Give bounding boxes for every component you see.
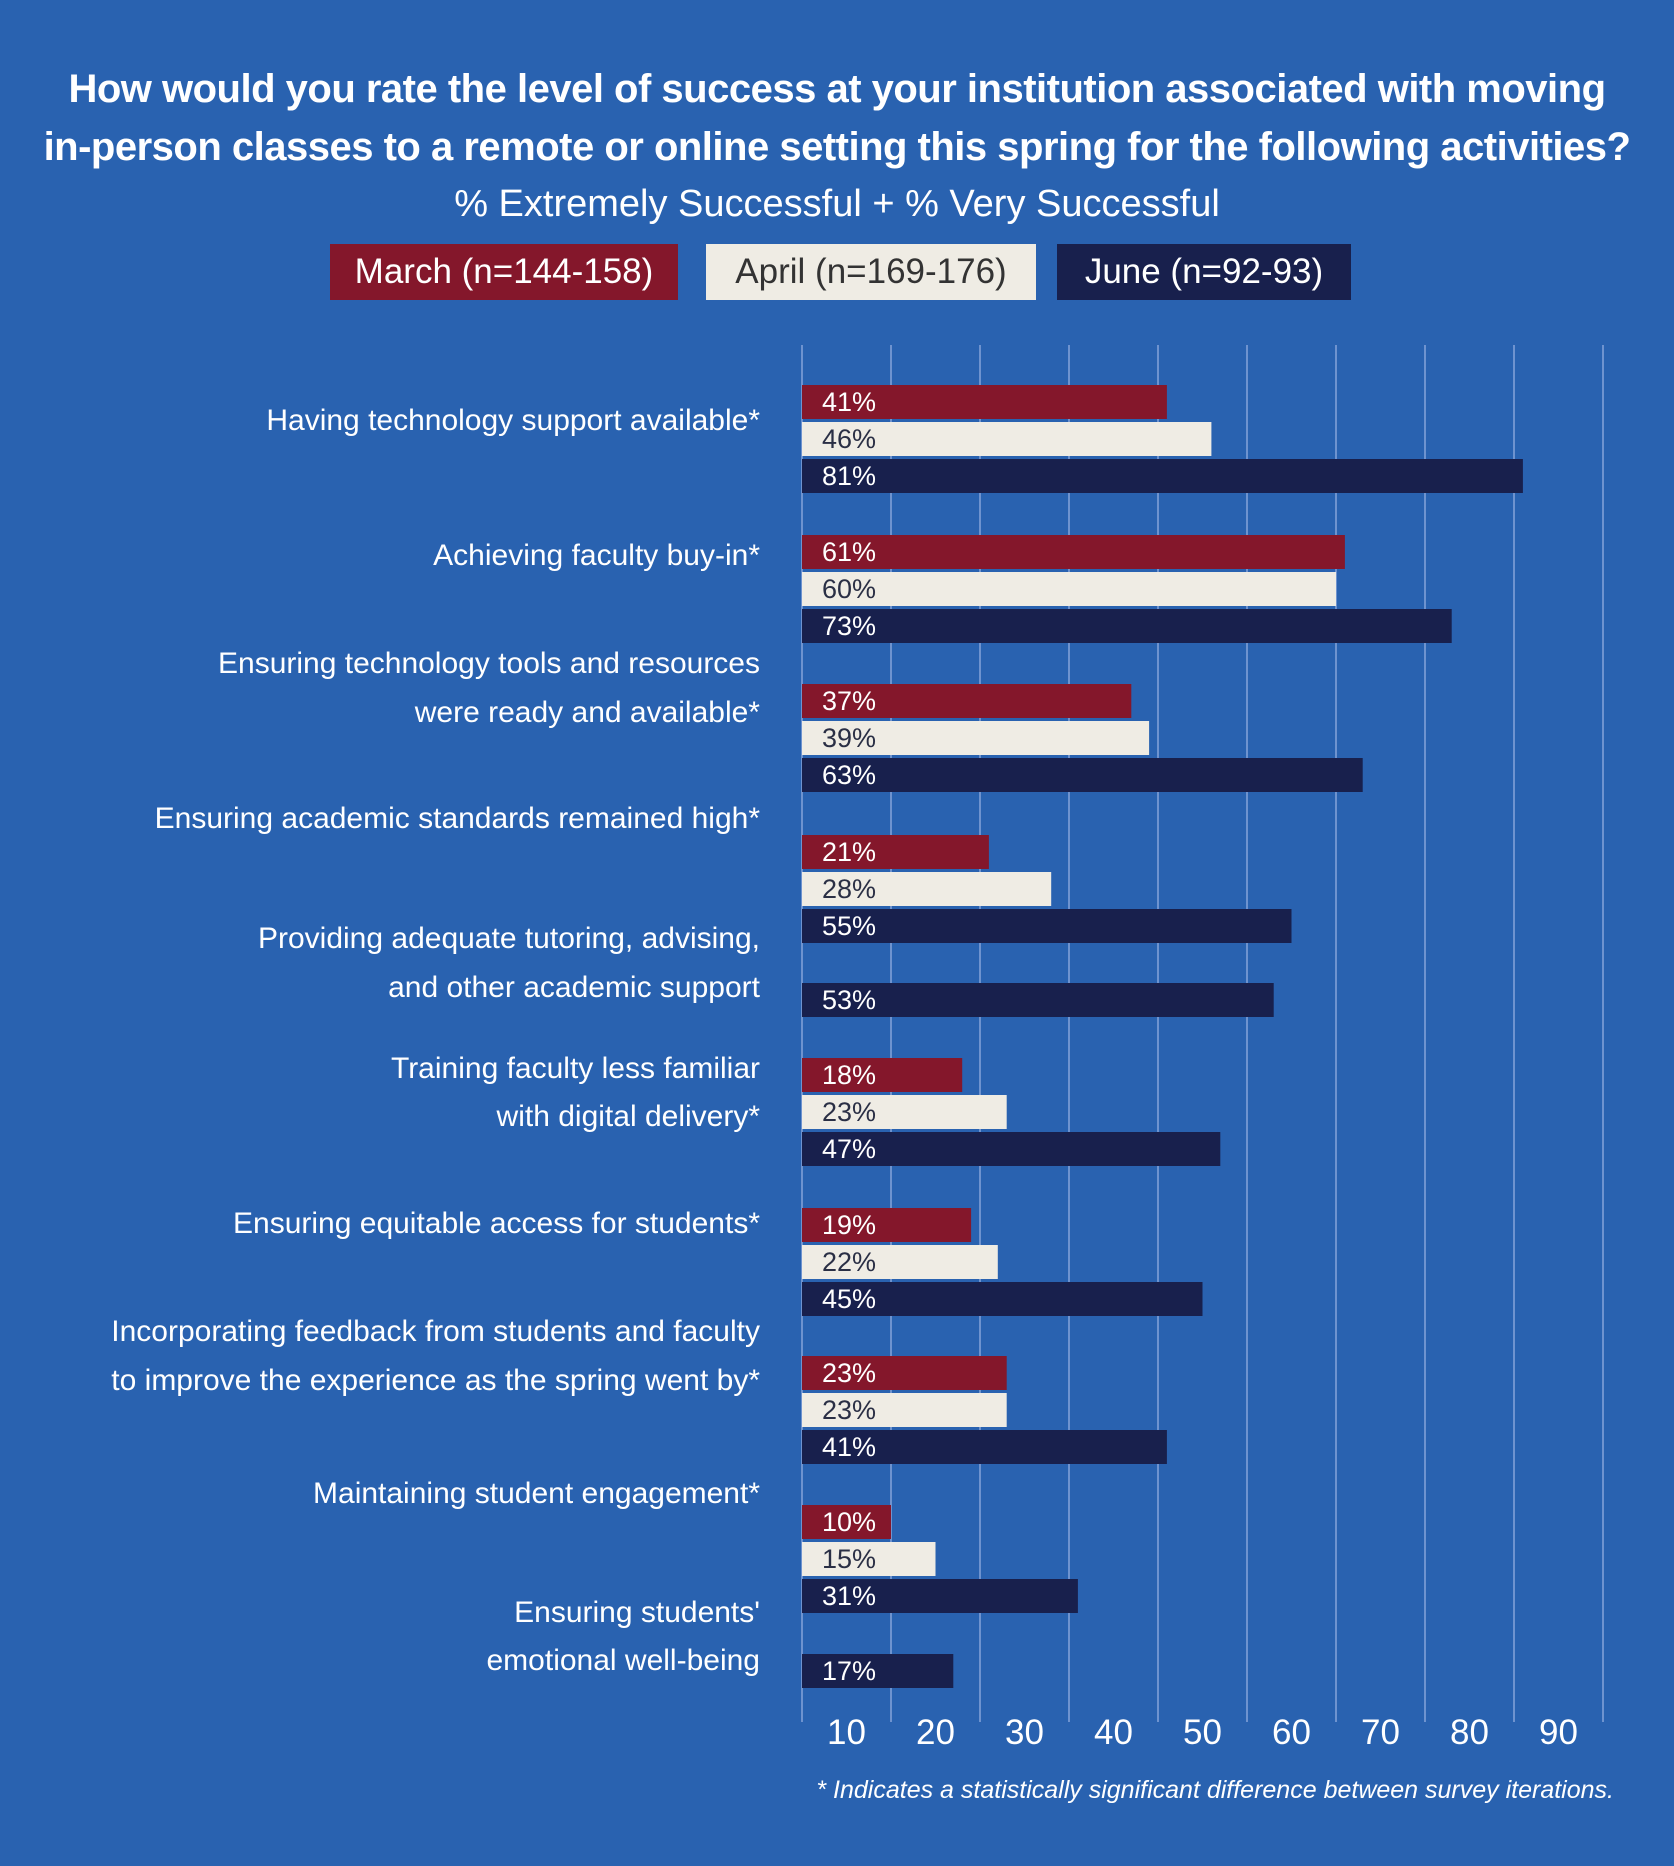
bar-april [802, 1393, 1007, 1427]
category-label: Having technology support available* [266, 404, 760, 437]
x-tick-label: 80 [1450, 1713, 1489, 1752]
bar-june [802, 758, 1363, 792]
data-label: 73% [822, 611, 876, 641]
bar-april [802, 1542, 936, 1576]
x-tick-label: 90 [1539, 1713, 1578, 1752]
bar-june [802, 459, 1523, 493]
bar-march [802, 1208, 972, 1242]
bar-april [802, 1095, 1007, 1129]
category-label: Maintaining student engagement* [313, 1477, 760, 1510]
legend-april: April (n=169-176) [706, 244, 1036, 300]
x-tick-label: 40 [1094, 1713, 1133, 1752]
category-label: to improve the experience as the spring … [111, 1364, 760, 1397]
category-label: Providing adequate tutoring, advising, [258, 922, 760, 955]
data-label: 17% [822, 1656, 876, 1686]
data-label: 21% [822, 837, 876, 867]
bar-march [802, 1058, 963, 1092]
data-label: 23% [822, 1358, 876, 1388]
data-label: 31% [822, 1581, 876, 1611]
bar-june [802, 1132, 1221, 1166]
data-label: 15% [822, 1544, 876, 1574]
data-label: 10% [822, 1507, 876, 1537]
category-label: emotional well-being [487, 1644, 761, 1677]
bar-june [802, 1579, 1078, 1613]
bar-june [802, 1654, 954, 1688]
data-label: 19% [822, 1210, 876, 1240]
chart-title: How would you rate the level of success … [0, 60, 1674, 176]
data-label: 18% [822, 1060, 876, 1090]
data-label: 61% [822, 537, 876, 567]
bar-march [802, 535, 1345, 569]
legend-march: March (n=144-158) [330, 244, 678, 300]
category-label: and other academic support [388, 971, 761, 1004]
data-label: 28% [822, 874, 876, 904]
category-label: Ensuring academic standards remained hig… [155, 802, 761, 835]
category-label: were ready and available* [414, 696, 761, 729]
data-label: 22% [822, 1247, 876, 1277]
bar-march [802, 1356, 1007, 1390]
bar-march [802, 684, 1132, 718]
x-tick-label: 10 [827, 1713, 866, 1752]
bar-april [802, 721, 1150, 755]
category-label: Ensuring students' [514, 1596, 760, 1629]
bar-march [802, 1505, 891, 1539]
bar-april [802, 572, 1336, 606]
data-label: 37% [822, 686, 876, 716]
category-label: with digital delivery* [496, 1100, 761, 1133]
data-label: 60% [822, 574, 876, 604]
x-tick-label: 60 [1272, 1713, 1311, 1752]
data-label: 23% [822, 1395, 876, 1425]
category-label: Ensuring technology tools and resources [218, 647, 760, 680]
bar-june [802, 1282, 1203, 1316]
legend-june: June (n=92-93) [1057, 244, 1351, 300]
x-tick-label: 20 [916, 1713, 955, 1752]
bar-june [802, 983, 1274, 1017]
x-tick-label: 30 [1005, 1713, 1044, 1752]
legend-april-label: April (n=169-176) [735, 252, 1007, 291]
bar-april [802, 872, 1052, 906]
data-label: 81% [822, 461, 876, 491]
bar-june [802, 609, 1452, 643]
data-label: 63% [822, 760, 876, 790]
chart-title-line-1: How would you rate the level of success … [68, 67, 1606, 111]
footnote: * Indicates a statistically significant … [816, 1776, 1614, 1804]
legend-march-label: March (n=144-158) [354, 252, 654, 291]
bar-april [802, 422, 1212, 456]
x-tick-label: 50 [1183, 1713, 1222, 1752]
chart-subtitle: % Extremely Successful + % Very Successf… [454, 183, 1220, 225]
data-label: 39% [822, 723, 876, 753]
data-label: 23% [822, 1097, 876, 1127]
legend-june-label: June (n=92-93) [1084, 252, 1324, 291]
data-label: 41% [822, 1432, 876, 1462]
category-label: Training faculty less familiar [391, 1052, 760, 1085]
bar-march [802, 385, 1167, 419]
data-label: 55% [822, 911, 876, 941]
bar-april [802, 1245, 998, 1279]
category-label: Incorporating feedback from students and… [111, 1315, 760, 1348]
bar-march [802, 835, 989, 869]
data-label: 45% [822, 1284, 876, 1314]
bar-june [802, 909, 1292, 943]
bar-june [802, 1430, 1167, 1464]
data-label: 53% [822, 985, 876, 1015]
data-label: 47% [822, 1134, 876, 1164]
chart-title-line-2: in-person classes to a remote or online … [43, 125, 1631, 169]
category-label: Achieving faculty buy-in* [433, 539, 760, 572]
x-tick-label: 70 [1361, 1713, 1400, 1752]
category-label: Ensuring equitable access for students* [233, 1207, 760, 1240]
data-label: 46% [822, 424, 876, 454]
data-label: 41% [822, 387, 876, 417]
